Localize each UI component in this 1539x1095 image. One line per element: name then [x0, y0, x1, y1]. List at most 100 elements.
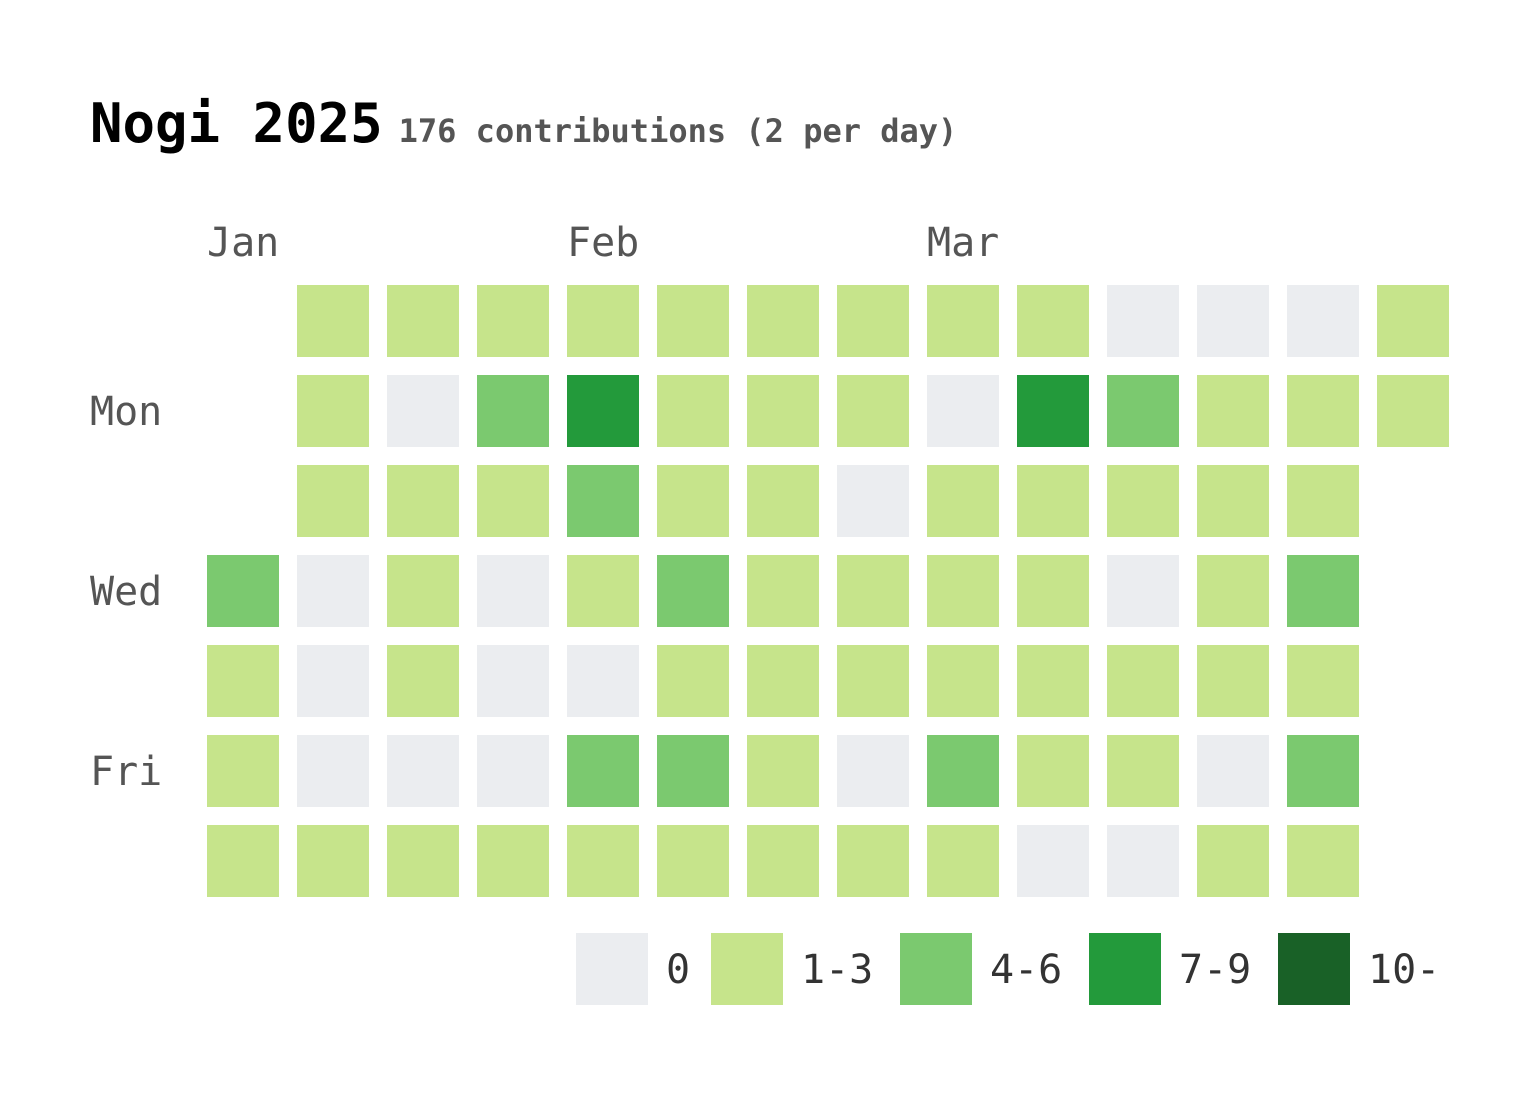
heatmap-cell [297, 285, 369, 357]
legend: 0 1-3 4-6 7-9 10- [576, 933, 1440, 1005]
heatmap-cell [1287, 285, 1359, 357]
heatmap-cell [207, 555, 279, 627]
heatmap-cell [657, 285, 729, 357]
heatmap-cell [927, 555, 999, 627]
heatmap-cell [927, 285, 999, 357]
heatmap-cell [387, 285, 459, 357]
heatmap-cell [297, 825, 369, 897]
heatmap-cell [657, 735, 729, 807]
month-label: Mar [927, 220, 999, 266]
heatmap-cell [387, 645, 459, 717]
heatmap-cell [1017, 735, 1089, 807]
heatmap-cell [387, 555, 459, 627]
heatmap-cell [1377, 375, 1449, 447]
legend-swatch [1278, 933, 1350, 1005]
chart-header: Nogi 2025 176 contributions (2 per day) [90, 92, 957, 155]
heatmap-cell [1377, 285, 1449, 357]
heatmap-cell [477, 465, 549, 537]
heatmap-cell [1107, 825, 1179, 897]
weekday-labels: Mon Wed Fri [90, 389, 162, 795]
heatmap-cell [1197, 645, 1269, 717]
heatmap-cell [567, 285, 639, 357]
chart-title: Nogi 2025 [90, 92, 383, 155]
heatmap-cell [207, 645, 279, 717]
heatmap-cell [1107, 465, 1179, 537]
heatmap-cell [477, 555, 549, 627]
legend-label: 1-3 [801, 947, 873, 993]
legend-swatch [576, 933, 648, 1005]
heatmap-cell [747, 285, 819, 357]
heatmap-cell [567, 825, 639, 897]
heatmap-cell [1197, 465, 1269, 537]
month-label: Feb [567, 220, 639, 266]
heatmap-cell [747, 465, 819, 537]
heatmap-cell [657, 645, 729, 717]
heatmap-cell [567, 555, 639, 627]
heatmap-cell [1287, 375, 1359, 447]
heatmap-cell [1287, 555, 1359, 627]
heatmap-cell [297, 735, 369, 807]
legend-swatch [1089, 933, 1161, 1005]
weekday-label: Wed [90, 569, 162, 615]
heatmap-cell [837, 465, 909, 537]
heatmap-cell [297, 555, 369, 627]
heatmap-cell [927, 645, 999, 717]
heatmap-cell [567, 375, 639, 447]
heatmap-cells [207, 285, 1449, 897]
heatmap-cell [1197, 735, 1269, 807]
heatmap-cell [387, 465, 459, 537]
heatmap-cell [1197, 375, 1269, 447]
heatmap-cell [927, 825, 999, 897]
heatmap-cell [927, 735, 999, 807]
heatmap-cell [1107, 645, 1179, 717]
heatmap-cell [477, 645, 549, 717]
chart-subtitle: 176 contributions (2 per day) [398, 112, 958, 150]
heatmap-cell [657, 555, 729, 627]
month-label: Jan [207, 220, 279, 266]
weekday-label: Mon [90, 389, 162, 435]
heatmap-cell [1107, 555, 1179, 627]
heatmap-cell [1287, 825, 1359, 897]
heatmap-cell [207, 825, 279, 897]
heatmap-cell [1107, 375, 1179, 447]
heatmap-cell [1017, 645, 1089, 717]
heatmap-cell [387, 735, 459, 807]
heatmap-cell [1197, 825, 1269, 897]
legend-swatch [900, 933, 972, 1005]
heatmap-cell [1017, 285, 1089, 357]
heatmap-cell [1017, 375, 1089, 447]
heatmap-cell [1017, 555, 1089, 627]
heatmap-cell [747, 735, 819, 807]
heatmap-cell [297, 465, 369, 537]
heatmap-cell [1287, 735, 1359, 807]
heatmap-cell [1287, 465, 1359, 537]
heatmap-cell [747, 375, 819, 447]
heatmap-cell [837, 555, 909, 627]
heatmap-cell [1287, 645, 1359, 717]
heatmap-cell [927, 375, 999, 447]
heatmap-cell [837, 375, 909, 447]
heatmap-cell [297, 375, 369, 447]
heatmap-cell [747, 645, 819, 717]
heatmap-cell [477, 375, 549, 447]
heatmap-cell [837, 735, 909, 807]
legend-label: 7-9 [1179, 947, 1251, 993]
heatmap-cell [387, 375, 459, 447]
heatmap-cell [567, 645, 639, 717]
legend-label: 10- [1368, 947, 1440, 993]
heatmap-cell [747, 825, 819, 897]
heatmap-cell [1017, 465, 1089, 537]
heatmap-cell [1197, 555, 1269, 627]
heatmap-cell [657, 825, 729, 897]
heatmap-cell [567, 465, 639, 537]
heatmap-cell [837, 645, 909, 717]
heatmap-cell [1107, 285, 1179, 357]
heatmap-cell [1107, 735, 1179, 807]
heatmap-cell [837, 825, 909, 897]
heatmap-cell [477, 825, 549, 897]
heatmap-cell [747, 555, 819, 627]
heatmap-cell [477, 735, 549, 807]
heatmap-cell [657, 375, 729, 447]
heatmap-cell [1197, 285, 1269, 357]
heatmap-cell [387, 825, 459, 897]
